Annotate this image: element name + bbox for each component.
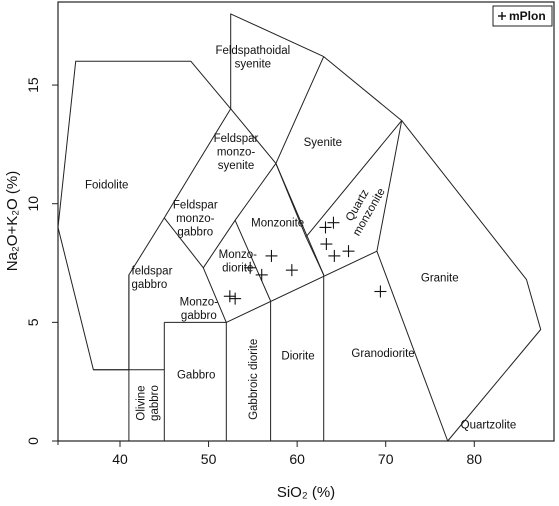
data-points <box>223 216 387 305</box>
data-point <box>285 264 298 277</box>
data-point <box>255 268 268 281</box>
field-boundary <box>376 251 449 442</box>
field-label: Feldspar monzo-gabbro <box>173 199 218 238</box>
data-point <box>374 285 387 298</box>
x-axis-title: SiO₂ (%) <box>277 484 335 501</box>
field-label: Gabbro <box>177 370 215 382</box>
field-label: Syenite <box>304 137 342 149</box>
legend-box <box>492 5 553 27</box>
x-tick-label: 60 <box>289 451 305 467</box>
y-tick-label: 5 <box>25 318 41 326</box>
legend-label: mPlon <box>509 9 546 23</box>
data-point <box>320 238 333 251</box>
field-label: Monzo-diorite <box>219 249 258 275</box>
data-point <box>265 249 278 262</box>
legend-marker <box>498 12 506 20</box>
field-label: Monzonite <box>251 218 304 230</box>
field-boundary <box>57 60 232 371</box>
data-point <box>223 290 236 303</box>
field-label: Monzo-gabbro <box>180 296 219 322</box>
field-boundary <box>305 236 325 276</box>
x-tick-label: 50 <box>201 451 217 467</box>
field-label: Foidolite <box>85 180 128 192</box>
field-label: Feldspar monzo-syenite <box>214 133 259 172</box>
data-point <box>229 292 242 305</box>
plot-frame <box>57 1 555 442</box>
x-axis-ticks: 40 50 60 70 80 <box>112 441 482 467</box>
y-tick-label: 0 <box>25 437 41 445</box>
field-label: Diorite <box>281 351 314 363</box>
data-point <box>319 221 332 234</box>
data-point <box>244 261 257 274</box>
x-tick-label: 70 <box>378 451 394 467</box>
field-label: Granite <box>421 272 459 284</box>
data-point <box>327 216 340 229</box>
field-label: Feldspathoidal syenite <box>215 45 290 71</box>
y-axis-title: Na₂O+K₂O (%) <box>4 171 21 271</box>
field-boundary <box>401 120 542 442</box>
field-label: Granodiorite <box>351 348 414 360</box>
field-label: Olivine gabbro <box>136 385 162 421</box>
field-boundary <box>230 13 324 109</box>
y-axis-ticks: 0 5 10 15 <box>25 77 58 445</box>
y-tick-label: 15 <box>25 77 41 93</box>
data-point <box>342 245 355 258</box>
data-point <box>328 249 341 262</box>
legend: mPlon <box>492 5 553 27</box>
field-label: Gabbroic diorite <box>248 339 260 420</box>
y-tick-label: 10 <box>25 196 41 212</box>
field-boundaries <box>57 13 542 442</box>
x-tick-label: 80 <box>466 451 482 467</box>
axes: 40 50 60 70 80 0 5 10 15 SiO₂ (%) Na₂O+K₂O (%) <box>4 77 482 501</box>
field-label: feldspar gabbro <box>132 266 173 292</box>
field-label: Quartzolite <box>461 419 517 431</box>
x-tick-label: 40 <box>112 451 128 467</box>
